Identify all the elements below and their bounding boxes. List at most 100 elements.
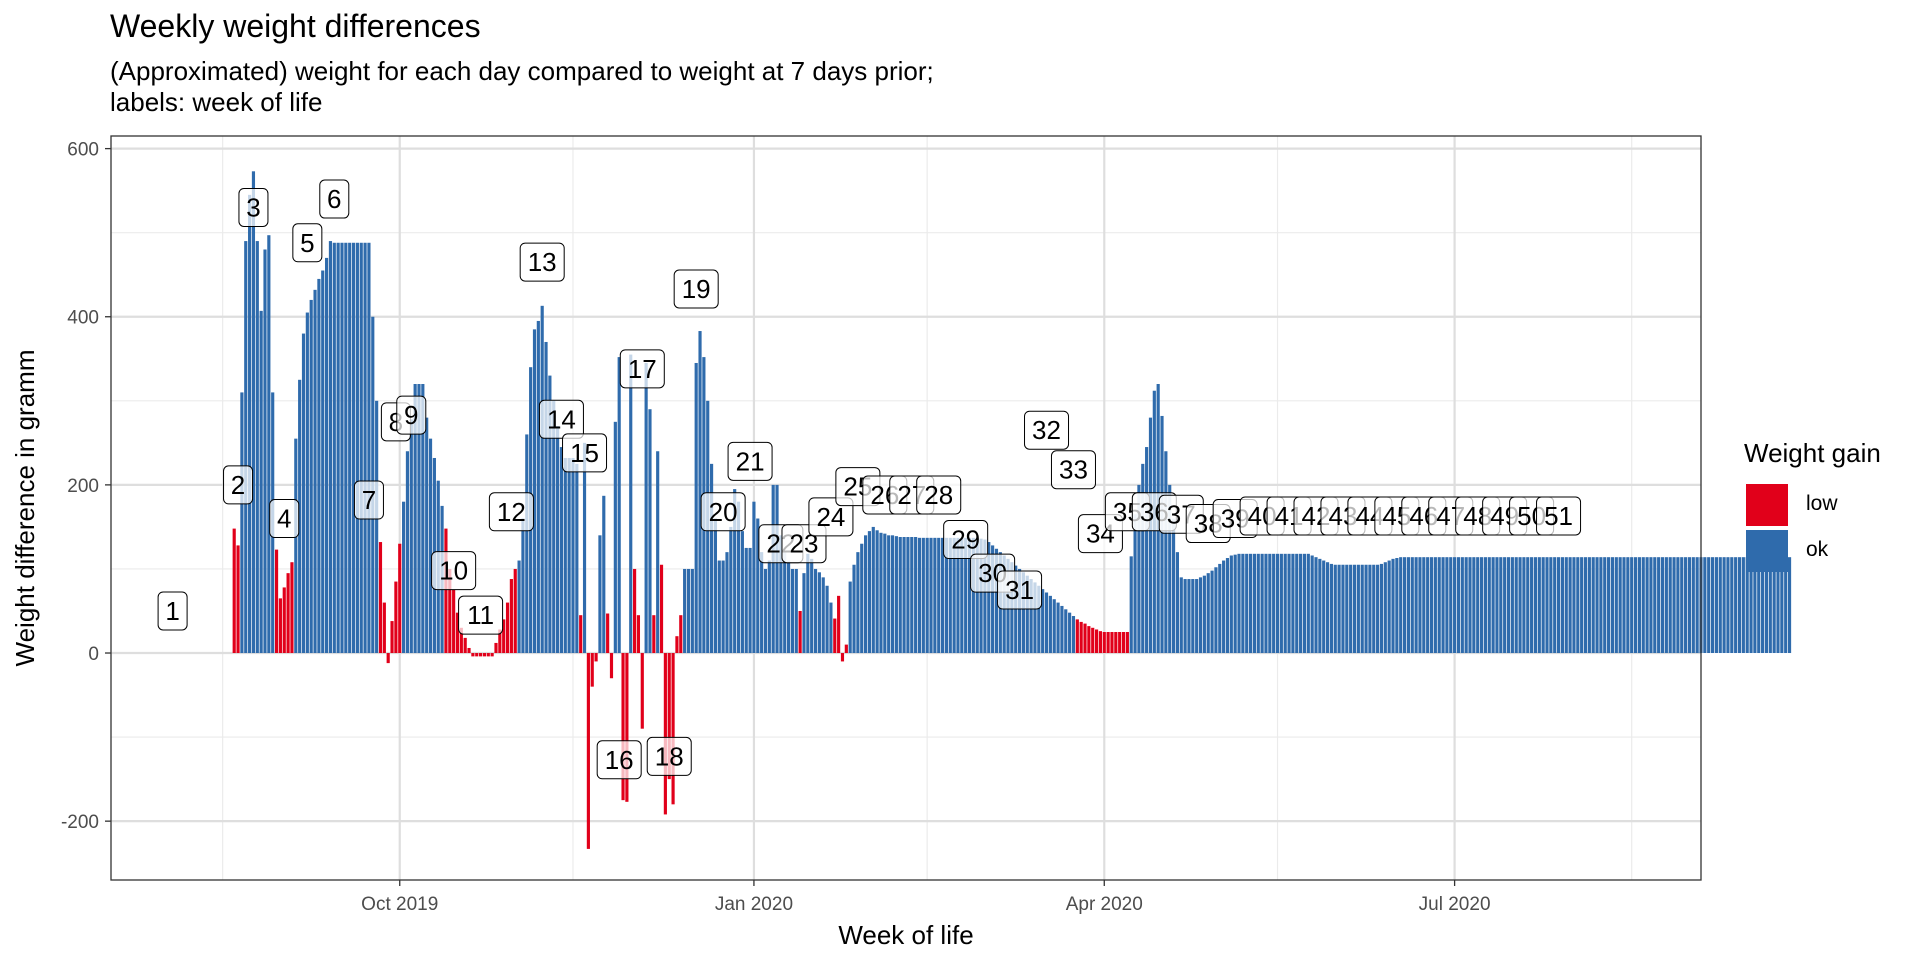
bar-ok — [767, 560, 771, 654]
bar-ok — [1291, 553, 1295, 654]
bar-ok — [1506, 557, 1511, 654]
bar-ok — [829, 602, 833, 654]
bar-ok — [1214, 567, 1218, 654]
bar-ok — [879, 532, 883, 654]
bar-low — [590, 653, 594, 687]
bar-ok — [1137, 484, 1141, 654]
bar-low — [509, 579, 513, 654]
week-label-box — [488, 492, 534, 532]
bar-ok — [1299, 553, 1303, 654]
bar-ok — [363, 242, 367, 654]
bar-ok — [1229, 555, 1233, 654]
week-label-box — [396, 395, 427, 435]
bar-ok — [1564, 557, 1568, 654]
week-label-text: 7 — [362, 485, 376, 515]
bar-ok — [967, 537, 972, 654]
bar-ok — [1660, 557, 1665, 654]
bar-ok — [987, 542, 991, 654]
bar-ok — [328, 241, 333, 654]
bar-ok — [944, 537, 949, 654]
bar-ok — [1410, 557, 1414, 654]
bar-ok — [763, 568, 768, 654]
bar-ok — [1060, 605, 1064, 654]
week-label-text: 13 — [528, 247, 557, 277]
bar-low — [625, 653, 629, 802]
bar-ok — [1429, 557, 1434, 654]
bar-low — [1094, 629, 1099, 654]
bar-ok — [864, 535, 868, 654]
bar-ok — [251, 171, 256, 654]
week-label-box — [808, 497, 854, 537]
bar-ok — [1129, 556, 1133, 654]
legend-item-ok: ok — [1746, 530, 1920, 574]
week-label-text: 6 — [327, 184, 341, 214]
week-label-box — [157, 591, 188, 631]
bar-ok — [914, 537, 918, 654]
bar-ok — [1722, 557, 1726, 654]
bar-ok — [617, 357, 621, 654]
bar-ok — [1025, 575, 1029, 654]
bar-ok — [1495, 557, 1499, 654]
bar-ok — [1168, 484, 1172, 654]
bar-ok — [240, 392, 244, 654]
legend-title: Weight gain — [1744, 438, 1881, 468]
bar-ok — [867, 531, 872, 654]
bar-ok — [1753, 557, 1757, 654]
bar-ok — [694, 362, 698, 654]
bar-ok — [598, 535, 602, 654]
bar-ok — [1387, 560, 1391, 654]
bar-low — [455, 612, 460, 654]
chart-subtitle: (Approximated) weight for each day compa… — [110, 56, 934, 117]
bar-low — [652, 615, 656, 654]
week-label: 4 — [269, 499, 300, 539]
bar-ok — [1491, 557, 1495, 654]
bar-ok — [1545, 557, 1549, 654]
bar-ok — [428, 438, 433, 654]
bar-ok — [1726, 557, 1730, 654]
bar-ok — [1422, 557, 1426, 654]
bar-ok — [1029, 579, 1033, 654]
bar-low — [386, 653, 390, 664]
bar-ok — [1352, 564, 1357, 654]
week-label: 33 — [1050, 450, 1096, 490]
bar-ok — [1329, 563, 1333, 654]
bar-ok — [1618, 557, 1622, 654]
week-label: 31 — [997, 570, 1043, 610]
bar-ok — [1445, 557, 1449, 654]
bar-low — [382, 602, 386, 654]
bar-ok — [1526, 557, 1530, 654]
bar-low — [844, 644, 848, 654]
x-axis-title: Week of life — [838, 920, 973, 950]
bar-ok — [367, 242, 371, 654]
week-label: 18 — [646, 736, 692, 776]
bar-ok — [1633, 557, 1638, 654]
bar-ok — [1160, 415, 1164, 654]
bar-low — [394, 581, 398, 654]
bar-ok — [925, 537, 929, 654]
legend-key-low — [1746, 484, 1788, 526]
bar-ok — [1233, 554, 1237, 654]
bar-ok — [1730, 557, 1734, 654]
bar-ok — [991, 545, 995, 654]
bar-ok — [421, 384, 425, 654]
bar-ok — [775, 484, 779, 654]
bar-low — [1114, 632, 1118, 654]
bar-ok — [717, 560, 721, 654]
legend-item-low: low — [1746, 484, 1920, 528]
bar-ok — [1171, 518, 1176, 654]
bar-ok — [348, 242, 352, 654]
week-label-text: 51 — [1544, 501, 1573, 531]
bar-ok — [733, 489, 737, 654]
week-label-text: 10 — [439, 556, 468, 586]
week-label-box — [916, 475, 962, 515]
bar-ok — [810, 558, 814, 654]
bar-ok — [1456, 557, 1461, 654]
week-label-text: 1 — [165, 596, 179, 626]
week-label-box — [727, 441, 773, 481]
week-label: 32 — [1024, 410, 1070, 450]
bar-ok — [1607, 557, 1611, 654]
bar-ok — [760, 552, 764, 654]
week-label: 17 — [619, 349, 665, 389]
bar-ok — [1202, 575, 1206, 654]
bar-low — [675, 636, 679, 654]
